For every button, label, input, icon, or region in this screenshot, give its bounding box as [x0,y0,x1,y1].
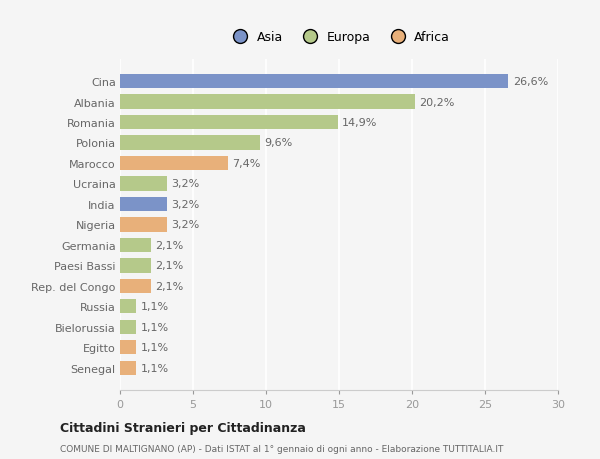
Text: 2,1%: 2,1% [155,241,183,250]
Bar [120,218,167,232]
Legend: Asia, Europa, Africa: Asia, Europa, Africa [223,26,455,49]
Text: 7,4%: 7,4% [232,159,261,168]
Bar [120,320,136,334]
Text: 2,1%: 2,1% [155,261,183,271]
Text: Cittadini Stranieri per Cittadinanza: Cittadini Stranieri per Cittadinanza [60,421,306,434]
Text: 1,1%: 1,1% [140,322,169,332]
Text: 3,2%: 3,2% [171,179,199,189]
Text: 20,2%: 20,2% [419,97,455,107]
Text: 3,2%: 3,2% [171,220,199,230]
Bar [120,75,508,89]
Bar [120,279,151,293]
Bar [120,116,338,130]
Bar [120,157,228,171]
Bar [120,95,415,109]
Bar [120,177,167,191]
Bar [120,136,260,150]
Bar [120,238,151,252]
Bar [120,341,136,355]
Text: 26,6%: 26,6% [513,77,548,87]
Bar [120,258,151,273]
Bar [120,361,136,375]
Text: 1,1%: 1,1% [140,302,169,312]
Text: 3,2%: 3,2% [171,200,199,209]
Text: 14,9%: 14,9% [342,118,377,128]
Text: COMUNE DI MALTIGNANO (AP) - Dati ISTAT al 1° gennaio di ogni anno - Elaborazione: COMUNE DI MALTIGNANO (AP) - Dati ISTAT a… [60,444,503,453]
Bar [120,197,167,212]
Text: 9,6%: 9,6% [265,138,293,148]
Text: 2,1%: 2,1% [155,281,183,291]
Text: 1,1%: 1,1% [140,342,169,353]
Text: 1,1%: 1,1% [140,363,169,373]
Bar [120,300,136,314]
